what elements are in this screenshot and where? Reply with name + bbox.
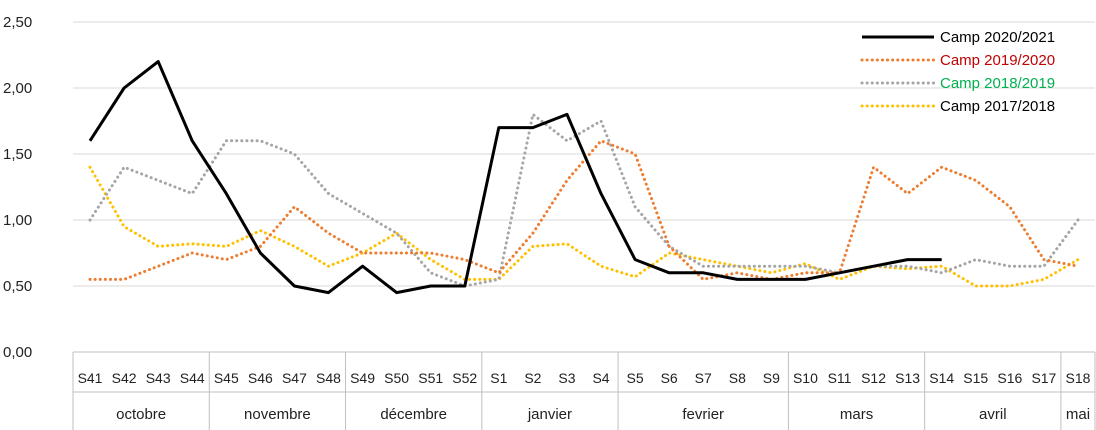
x-tick-label: S52 (452, 370, 477, 386)
legend-label: Camp 2019/2020 (940, 52, 1055, 69)
y-tick-label: 2,00 (3, 80, 32, 97)
month-label: avril (979, 406, 1007, 423)
x-tick-label: S10 (793, 370, 818, 386)
x-tick-label: S15 (963, 370, 988, 386)
x-tick-label: S48 (316, 370, 341, 386)
x-tick-label: S4 (592, 370, 609, 386)
x-tick-label: S46 (248, 370, 273, 386)
x-tick-label: S11 (828, 370, 852, 386)
month-label: janvier (527, 406, 572, 423)
month-label: décembre (380, 406, 447, 423)
x-tick-label: S6 (661, 370, 678, 386)
series-line-2 (88, 139, 1080, 281)
x-tick-label: S45 (214, 370, 239, 386)
x-tick-label: S18 (1066, 370, 1091, 386)
x-tick-label: S41 (78, 370, 103, 386)
legend-label: Camp 2020/2021 (940, 29, 1055, 46)
month-label: fevrier (682, 406, 724, 423)
x-tick-label: S5 (627, 370, 644, 386)
y-tick-label: 2,50 (3, 14, 32, 31)
y-tick-label: 0,00 (3, 344, 32, 361)
month-label: mars (840, 406, 873, 423)
x-tick-label: S47 (282, 370, 307, 386)
x-tick-label: S14 (929, 370, 954, 386)
x-tick-label: S12 (861, 370, 886, 386)
y-tick-label: 0,50 (3, 278, 32, 295)
month-label: novembre (244, 406, 311, 423)
legend-label: Camp 2018/2019 (940, 75, 1055, 92)
x-tick-label: S8 (729, 370, 746, 386)
x-tick-label: S2 (524, 370, 541, 386)
series-line-3 (88, 112, 1080, 288)
x-tick-label: S44 (180, 370, 205, 386)
series-line-1 (88, 60, 942, 295)
x-tick-label: S49 (350, 370, 375, 386)
x-tick-label: S1 (490, 370, 507, 386)
series-line-4 (88, 165, 1080, 288)
y-tick-label: 1,50 (3, 146, 32, 163)
x-tick-label: S7 (695, 370, 712, 386)
x-tick-label: S16 (997, 370, 1022, 386)
x-tick-label: S50 (384, 370, 409, 386)
x-tick-label: S13 (895, 370, 920, 386)
x-tick-label: S3 (558, 370, 575, 386)
y-tick-label: 1,00 (3, 212, 32, 229)
month-label: mai (1066, 406, 1090, 423)
x-tick-label: S42 (112, 370, 137, 386)
x-tick-label: S51 (418, 370, 443, 386)
x-tick-label: S17 (1031, 370, 1056, 386)
x-tick-label: S9 (763, 370, 780, 386)
month-label: octobre (116, 406, 166, 423)
legend-label: Camp 2017/2018 (940, 98, 1055, 115)
x-tick-label: S43 (146, 370, 171, 386)
